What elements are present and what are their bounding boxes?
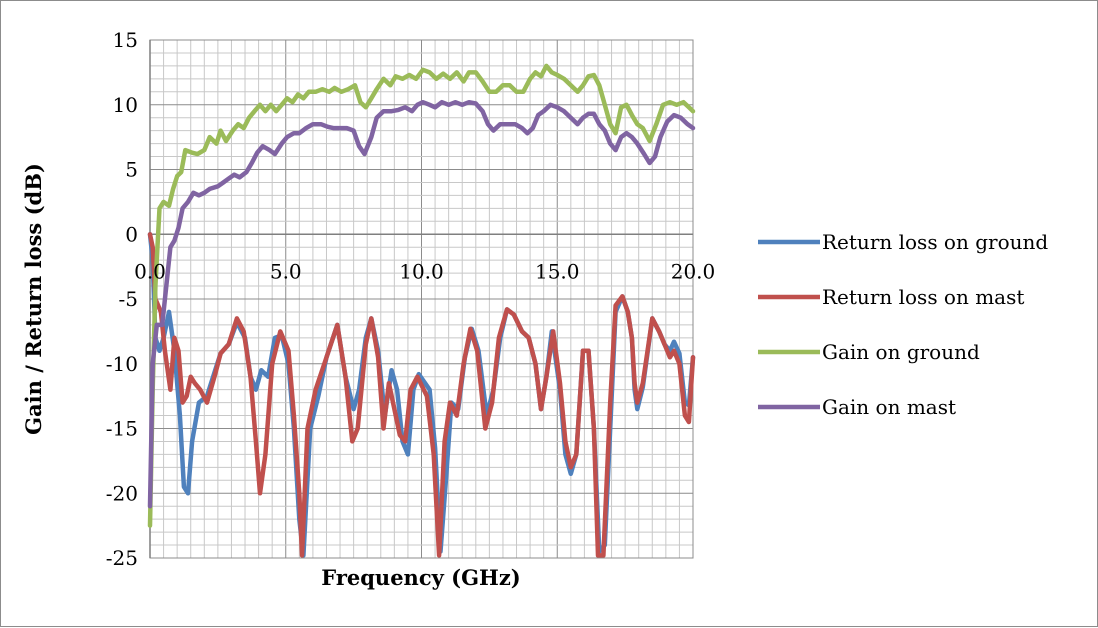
series-line-4 [147, 99, 696, 509]
legend-label: Return loss on mast [822, 285, 1024, 309]
legend-label: Return loss on ground [822, 230, 1048, 254]
legend-label: Gain on ground [822, 340, 980, 364]
y-tick-label: -20 [106, 481, 138, 505]
y-tick-label: -25 [106, 546, 138, 570]
y-tick-label: 10 [113, 93, 138, 117]
grid [149, 39, 694, 559]
y-tick-label: -5 [119, 287, 138, 311]
y-tick-label: 5 [125, 158, 138, 182]
series-lines [147, 63, 696, 558]
series-line-3 [147, 63, 696, 528]
x-tick-label: 20.0 [671, 259, 716, 283]
series-line-2 [147, 232, 696, 558]
y-axis-title: Gain / Return loss (dB) [21, 163, 46, 435]
x-tick-label: 15.0 [535, 259, 580, 283]
x-tick-label: 5.0 [270, 259, 302, 283]
legend: Return loss on ground Return loss on mast… [758, 230, 1048, 419]
x-tick-label: 10.0 [399, 259, 444, 283]
tick-labels: 15 10 5 0 -5 -10 -15 -20 -25 0.0 5.0 10.0 15.0 20.0 [106, 28, 715, 570]
y-tick-label: 15 [113, 28, 138, 52]
x-tick-label: 0.0 [134, 259, 166, 283]
y-tick-label: -15 [106, 417, 138, 441]
y-tick-label: 0 [125, 222, 138, 246]
y-tick-label: -10 [106, 352, 138, 376]
legend-label: Gain on mast [822, 395, 956, 419]
x-axis-title: Frequency (GHz) [321, 565, 520, 590]
